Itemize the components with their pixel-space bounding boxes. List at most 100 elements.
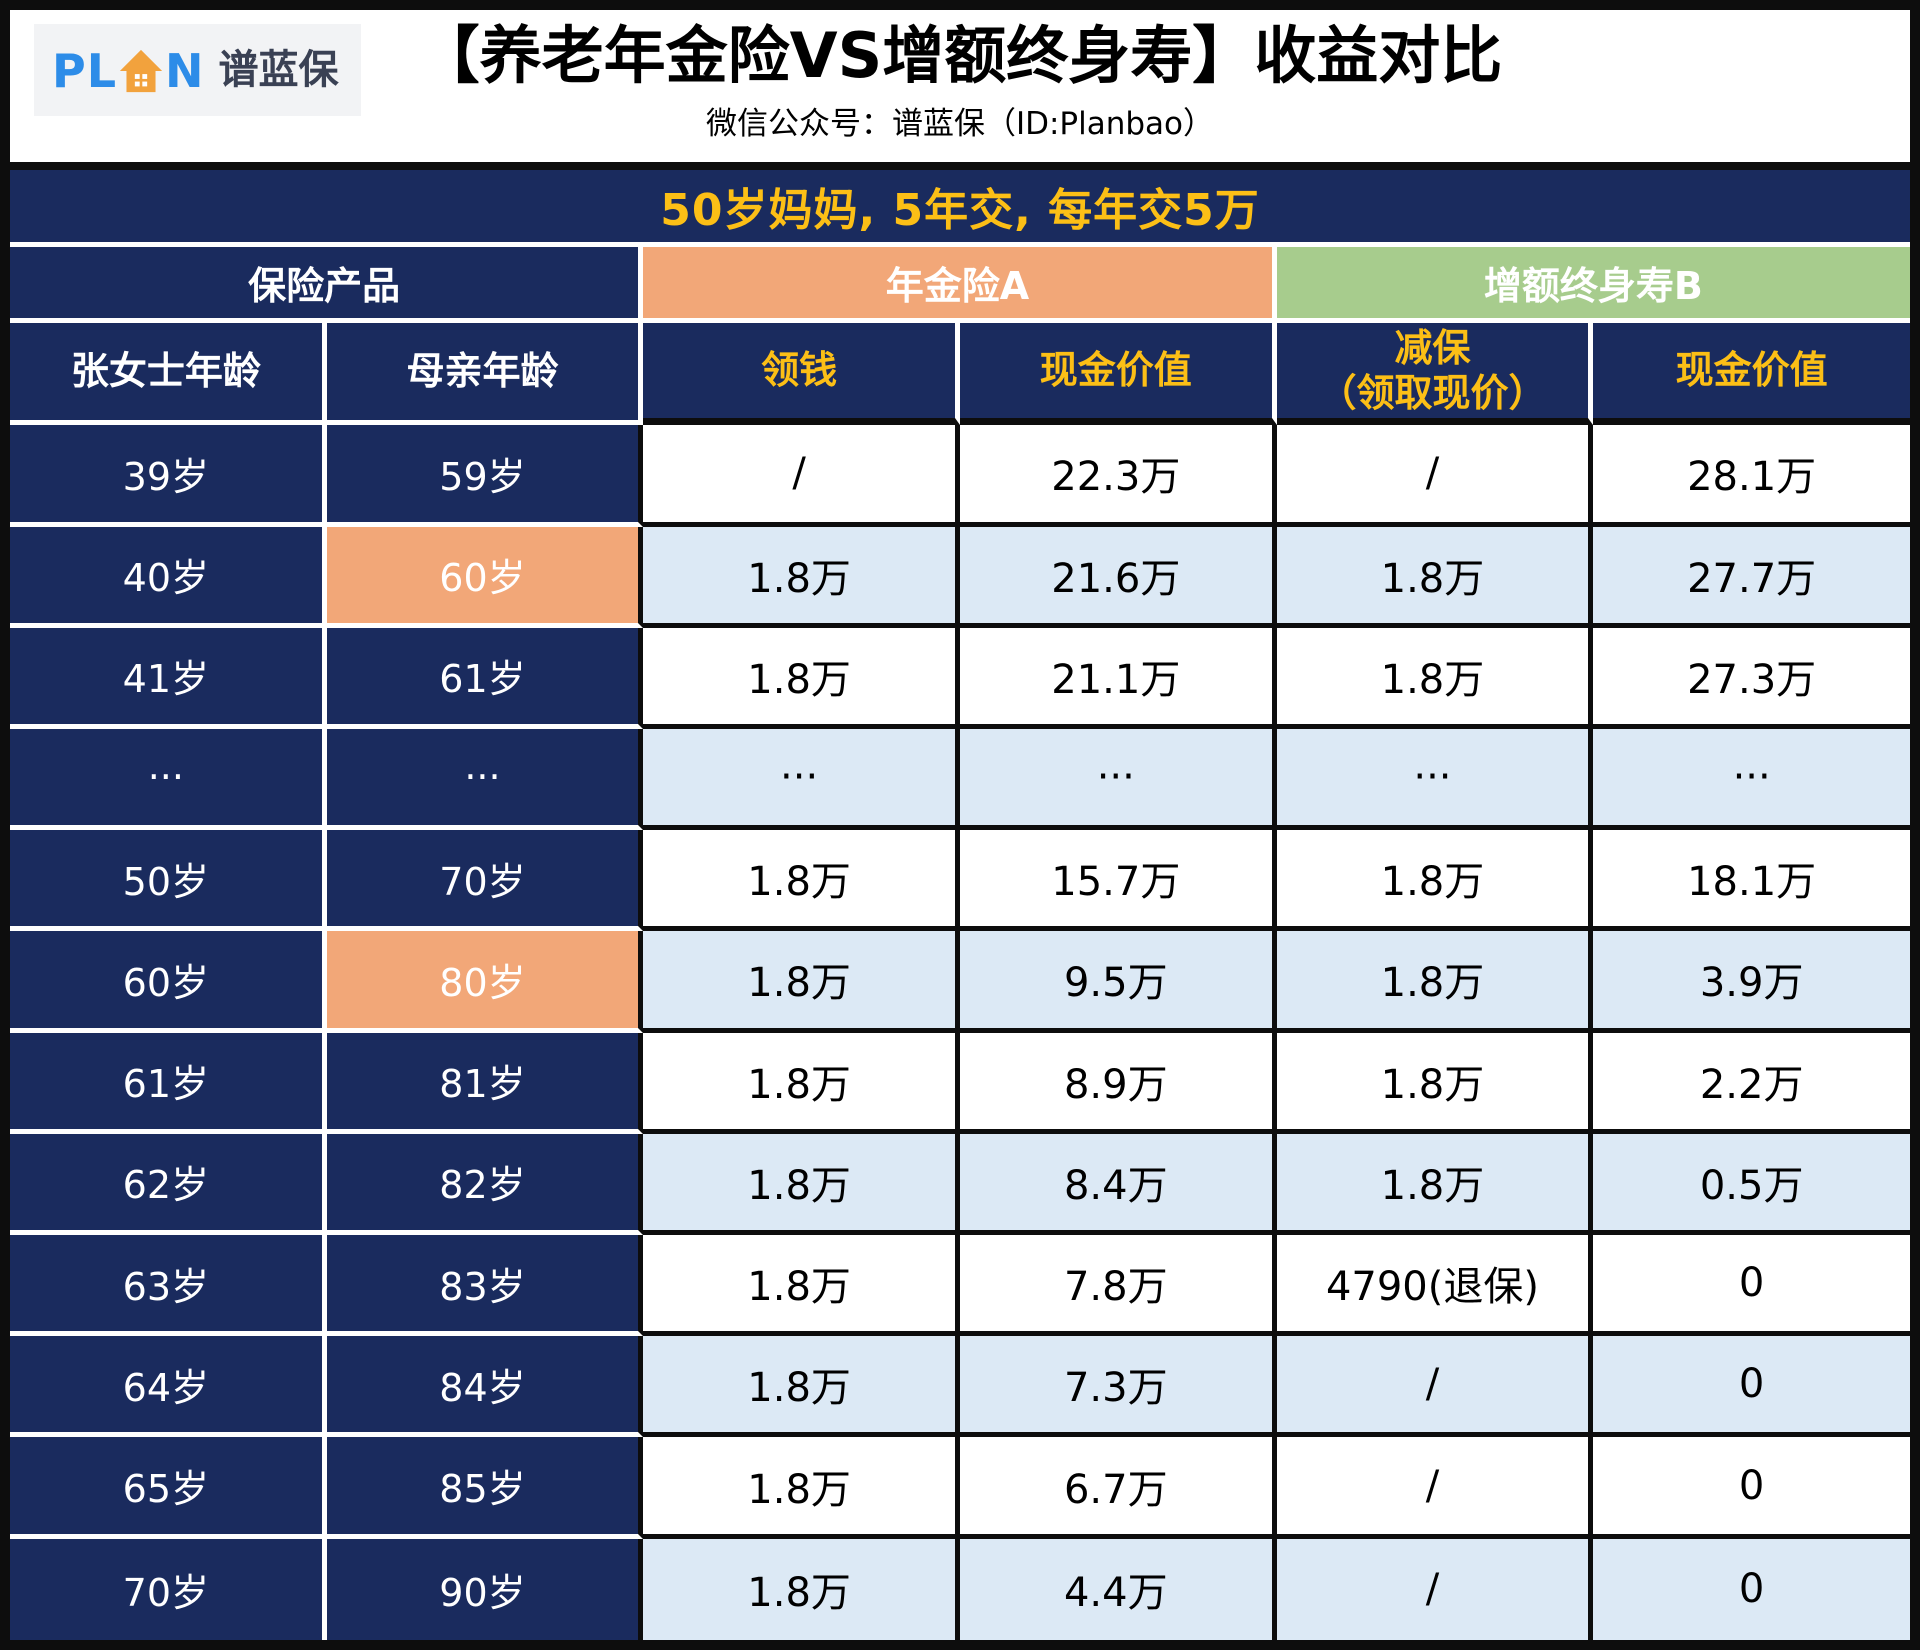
scenario-banner: 50岁妈妈, 5年交, 每年交5万 xyxy=(10,162,1910,247)
cell-annuity-cash-value: 9.5万 xyxy=(959,931,1277,1033)
comparison-table: 保险产品 年金险A 增额终身寿B 张女士年龄 母亲年龄 领钱 现金价值 减保 （… xyxy=(10,247,1910,1640)
cell-age-zhang: 61岁 xyxy=(10,1032,327,1134)
logo-plan-prefix: PL xyxy=(52,43,118,98)
cell-wholelife-cash-value: 27.7万 xyxy=(1593,526,1910,628)
cell-annuity-cash-value: 7.8万 xyxy=(959,1235,1277,1337)
cell-annuity-payout: 1.8万 xyxy=(643,1538,960,1640)
cell-annuity-payout: 1.8万 xyxy=(643,627,960,729)
product-header-annuity-a: 年金险A xyxy=(643,247,1277,324)
cell-annuity-cash-value: 4.4万 xyxy=(959,1538,1277,1640)
cell-wholelife-reduction: / xyxy=(1276,1437,1594,1539)
cell-annuity-cash-value: 15.7万 xyxy=(959,830,1277,932)
cell-wholelife-reduction: 1.8万 xyxy=(1276,931,1594,1033)
col-header-reduction: 减保 （领取现价） xyxy=(1276,323,1594,426)
cell-wholelife-cash-value: 0 xyxy=(1593,1538,1910,1640)
cell-age-mother: 84岁 xyxy=(326,1336,644,1438)
cell-wholelife-cash-value: 18.1万 xyxy=(1593,830,1910,932)
cell-wholelife-reduction: 4790(退保) xyxy=(1276,1235,1594,1337)
cell-annuity-payout: 1.8万 xyxy=(643,1336,960,1438)
cell-wholelife-cash-value: 3.9万 xyxy=(1593,931,1910,1033)
table-row: 41岁 61岁 1.8万 21.1万 1.8万 27.3万 xyxy=(10,627,1910,729)
cell-wholelife-cash-value: 27.3万 xyxy=(1593,627,1910,729)
logo-plan-suffix: N xyxy=(165,43,205,98)
column-header-row: 张女士年龄 母亲年龄 领钱 现金价值 减保 （领取现价） 现金价值 xyxy=(10,323,1910,426)
cell-annuity-cash-value: 8.9万 xyxy=(959,1032,1277,1134)
col-header-payout: 领钱 xyxy=(643,323,960,426)
table-row: 50岁 70岁 1.8万 15.7万 1.8万 18.1万 xyxy=(10,830,1910,932)
col-header-cash-value-a: 现金价值 xyxy=(959,323,1277,426)
logo-plan-text: PL N xyxy=(52,47,205,94)
cell-wholelife-reduction: 1.8万 xyxy=(1276,627,1594,729)
cell-annuity-payout: ··· xyxy=(643,728,960,831)
col-header-zhang-age: 张女士年龄 xyxy=(10,323,327,426)
cell-age-mother: ··· xyxy=(326,728,644,831)
cell-wholelife-reduction: 1.8万 xyxy=(1276,1032,1594,1134)
cell-age-mother: 70岁 xyxy=(326,830,644,932)
cell-wholelife-reduction: 1.8万 xyxy=(1276,526,1594,628)
cell-age-zhang: 60岁 xyxy=(10,931,327,1033)
cell-annuity-payout: 1.8万 xyxy=(643,830,960,932)
table-row: 63岁 83岁 1.8万 7.8万 4790(退保) 0 xyxy=(10,1235,1910,1337)
cell-wholelife-cash-value: 0 xyxy=(1593,1336,1910,1438)
cell-wholelife-reduction: 1.8万 xyxy=(1276,1133,1594,1235)
cell-wholelife-cash-value: 0 xyxy=(1593,1437,1910,1539)
cell-annuity-cash-value: ··· xyxy=(959,728,1277,831)
cell-wholelife-reduction: ··· xyxy=(1276,728,1594,831)
cell-age-zhang: 39岁 xyxy=(10,425,327,527)
table-row: 40岁 60岁 1.8万 21.6万 1.8万 27.7万 xyxy=(10,526,1910,628)
cell-annuity-payout: 1.8万 xyxy=(643,1437,960,1539)
cell-wholelife-cash-value: 2.2万 xyxy=(1593,1032,1910,1134)
product-header-insurance: 保险产品 xyxy=(10,247,644,324)
cell-age-mother: 85岁 xyxy=(326,1437,644,1539)
cell-annuity-cash-value: 21.6万 xyxy=(959,526,1277,628)
cell-age-mother-highlighted: 80岁 xyxy=(326,931,644,1033)
cell-age-zhang: 63岁 xyxy=(10,1235,327,1337)
cell-age-mother: 61岁 xyxy=(326,627,644,729)
cell-annuity-payout: 1.8万 xyxy=(643,1032,960,1134)
table-row: 39岁 59岁 / 22.3万 / 28.1万 xyxy=(10,425,1910,527)
col-header-mother-age: 母亲年龄 xyxy=(326,323,644,426)
cell-age-mother-highlighted: 60岁 xyxy=(326,526,644,628)
cell-age-zhang: 65岁 xyxy=(10,1437,327,1539)
page-title: 【养老年金险VS增额终身寿】收益对比 xyxy=(417,19,1503,92)
wechat-subtitle: 微信公众号：谱蓝保（ID:Planbao） xyxy=(705,106,1215,143)
header-band: PL N 谱蓝保 【养老年金险VS增额终身寿】收益对比 微信公众号：谱蓝保（ID… xyxy=(10,10,1910,162)
cell-age-mother: 83岁 xyxy=(326,1235,644,1337)
scenario-text: 50岁妈妈, 5年交, 每年交5万 xyxy=(660,185,1260,236)
cell-age-zhang: 50岁 xyxy=(10,830,327,932)
cell-wholelife-cash-value: ··· xyxy=(1593,728,1910,831)
cell-age-zhang: 62岁 xyxy=(10,1133,327,1235)
cell-age-zhang: ··· xyxy=(10,728,327,831)
product-header-row: 保险产品 年金险A 增额终身寿B xyxy=(10,247,1910,324)
cell-annuity-payout: 1.8万 xyxy=(643,1235,960,1337)
col-header-cash-value-b: 现金价值 xyxy=(1593,323,1910,426)
cell-age-mother: 59岁 xyxy=(326,425,644,527)
cell-annuity-cash-value: 21.1万 xyxy=(959,627,1277,729)
cell-wholelife-reduction: / xyxy=(1276,425,1594,527)
product-header-whole-life-b: 增额终身寿B xyxy=(1276,247,1910,324)
cell-annuity-cash-value: 7.3万 xyxy=(959,1336,1277,1438)
table-row: 61岁 81岁 1.8万 8.9万 1.8万 2.2万 xyxy=(10,1032,1910,1134)
cell-age-zhang: 40岁 xyxy=(10,526,327,628)
cell-age-zhang: 41岁 xyxy=(10,627,327,729)
cell-wholelife-cash-value: 0 xyxy=(1593,1235,1910,1337)
cell-age-zhang: 64岁 xyxy=(10,1336,327,1438)
table-row: 65岁 85岁 1.8万 6.7万 / 0 xyxy=(10,1437,1910,1539)
cell-annuity-payout: 1.8万 xyxy=(643,1133,960,1235)
cell-age-zhang: 70岁 xyxy=(10,1538,327,1640)
cell-annuity-payout: 1.8万 xyxy=(643,526,960,628)
cell-annuity-cash-value: 8.4万 xyxy=(959,1133,1277,1235)
cell-annuity-payout: / xyxy=(643,425,960,527)
cell-age-mother: 81岁 xyxy=(326,1032,644,1134)
cell-wholelife-cash-value: 28.1万 xyxy=(1593,425,1910,527)
table-row: 64岁 84岁 1.8万 7.3万 / 0 xyxy=(10,1336,1910,1438)
cell-wholelife-reduction: 1.8万 xyxy=(1276,830,1594,932)
cell-wholelife-reduction: / xyxy=(1276,1538,1594,1640)
cell-wholelife-reduction: / xyxy=(1276,1336,1594,1438)
table-row: 62岁 82岁 1.8万 8.4万 1.8万 0.5万 xyxy=(10,1133,1910,1235)
logo-brand-name: 谱蓝保 xyxy=(218,47,339,93)
table-row: 60岁 80岁 1.8万 9.5万 1.8万 3.9万 xyxy=(10,931,1910,1033)
cell-wholelife-cash-value: 0.5万 xyxy=(1593,1133,1910,1235)
cell-annuity-cash-value: 22.3万 xyxy=(959,425,1277,527)
